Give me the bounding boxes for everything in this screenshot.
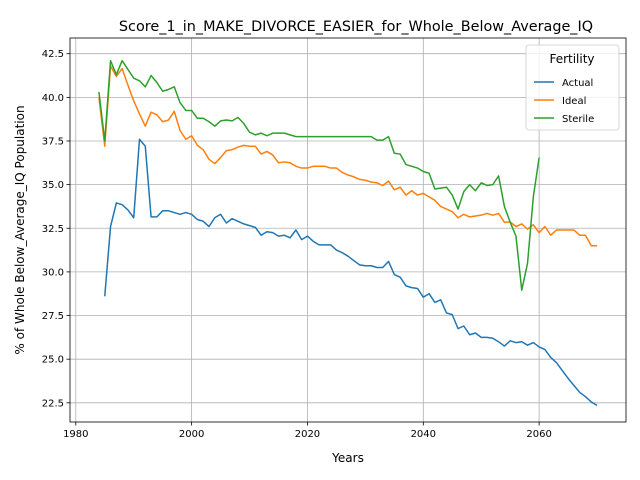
x-axis-ticks: 1980 2000 2020 2040 2060: [63, 422, 552, 440]
y-tick-label: 32.5: [42, 224, 64, 235]
x-tick-label: 2000: [179, 429, 204, 440]
x-tick-label: 2040: [411, 429, 436, 440]
y-tick-label: 27.5: [42, 311, 64, 322]
series-line-actual: [104, 138, 598, 407]
x-tick-label: 2060: [526, 429, 551, 440]
series-line-ideal: [98, 65, 598, 247]
plot-frame: [69, 37, 627, 423]
legend-label-actual: Actual: [562, 78, 593, 89]
legend-label-sterile: Sterile: [562, 114, 594, 125]
x-tick-label: 2020: [295, 429, 320, 440]
y-axis-ticks: 22.5 25.0 27.5 30.0 32.5 35.0 37.5 40.0 42.5: [42, 49, 70, 409]
y-tick-label: 35.0: [42, 180, 64, 191]
series-line-sterile: [98, 59, 540, 291]
series-lines: [98, 59, 598, 407]
y-tick-label: 25.0: [42, 355, 64, 366]
y-axis-label: % of Whole Below_Average_IQ Population: [13, 105, 27, 354]
chart-title: Score_1_in_MAKE_DIVORCE_EASIER_for_Whole…: [119, 19, 593, 35]
legend-label-ideal: Ideal: [562, 96, 586, 107]
y-tick-label: 40.0: [42, 93, 64, 104]
legend: Fertility Actual Ideal Sterile: [525, 44, 620, 131]
x-tick-label: 1980: [63, 429, 88, 440]
y-tick-label: 37.5: [42, 136, 64, 147]
y-tick-label: 42.5: [42, 49, 64, 60]
legend-title: Fertility: [549, 52, 594, 66]
y-tick-label: 22.5: [42, 398, 64, 409]
legend-items: Actual Ideal Sterile: [534, 78, 594, 125]
x-axis-label: Years: [331, 451, 364, 465]
legend-box: [525, 44, 620, 131]
y-tick-label: 30.0: [42, 267, 64, 278]
